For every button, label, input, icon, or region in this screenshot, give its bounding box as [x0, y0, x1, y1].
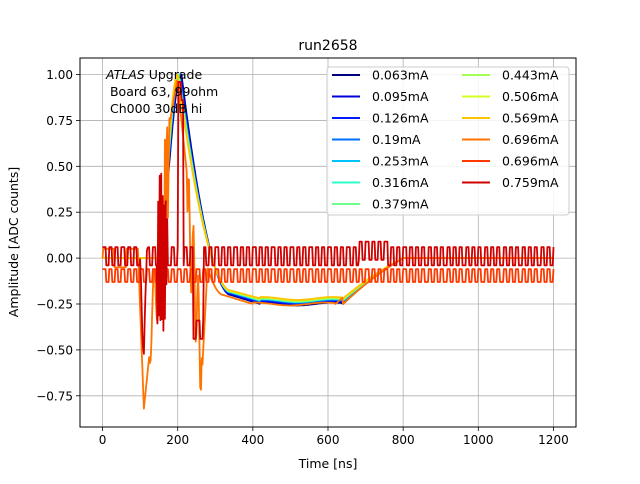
legend-label: 0.506mA — [502, 89, 559, 104]
legend-label: 0.759mA — [502, 175, 559, 190]
chart-title: run2658 — [298, 38, 357, 54]
annotation-board: Board 63, 99ohm — [106, 84, 218, 99]
legend-label: 0.443mA — [502, 68, 559, 83]
series-line-12 — [102, 81, 555, 355]
legend: 0.063mA 0.095mA 0.126mA 0.19mA 0.253mA 0.316m… — [326, 66, 570, 216]
y-axis-label: Amplitude [ADC counts] — [6, 167, 21, 317]
y-tick-label: −0.50 — [36, 343, 73, 357]
y-tick-label: −0.75 — [36, 389, 73, 403]
y-tick-label: 0.25 — [46, 206, 73, 220]
ticks: 0 200 400 600 800 1000 1200 −0.75 −0.50 −0.25 0.00… — [36, 68, 569, 447]
svg-text:ATLAS Upgrade: ATLAS Upgrade — [105, 67, 202, 82]
legend-label: 0.569mA — [502, 111, 559, 126]
legend-label: 0.126mA — [372, 111, 429, 126]
x-tick-label: 1000 — [463, 433, 494, 447]
annotation-channel: Ch000 30dB hi — [106, 101, 202, 116]
legend-label: 0.19mA — [372, 132, 421, 147]
x-tick-label: 600 — [317, 433, 340, 447]
legend-label: 0.696mA — [502, 132, 559, 147]
series-line-11 — [102, 268, 555, 283]
x-tick-label: 0 — [99, 433, 107, 447]
y-tick-label: 0.00 — [46, 252, 73, 266]
series-layer — [101, 73, 555, 410]
x-tick-label: 200 — [166, 433, 189, 447]
annotation: ATLAS Upgrade Board 63, 99ohm Ch000 30dB… — [105, 67, 218, 116]
legend-box — [326, 66, 570, 216]
x-tick-label: 1200 — [538, 433, 569, 447]
legend-label: 0.379mA — [372, 197, 429, 212]
annotation-upgrade: Upgrade — [145, 67, 203, 82]
legend-label: 0.253mA — [372, 154, 429, 169]
x-tick-label: 800 — [392, 433, 415, 447]
y-tick-label: −0.25 — [36, 298, 73, 312]
legend-label: 0.063mA — [372, 68, 429, 83]
x-axis-label: Time [ns] — [298, 456, 358, 471]
y-tick-label: 0.50 — [46, 160, 73, 174]
legend-label: 0.696mA — [502, 154, 559, 169]
x-tick-label: 400 — [241, 433, 264, 447]
legend-label: 0.095mA — [372, 89, 429, 104]
annotation-atlas: ATLAS — [105, 67, 145, 82]
y-tick-label: 0.75 — [46, 114, 73, 128]
legend-label: 0.316mA — [372, 175, 429, 190]
y-tick-label: 1.00 — [46, 68, 73, 82]
